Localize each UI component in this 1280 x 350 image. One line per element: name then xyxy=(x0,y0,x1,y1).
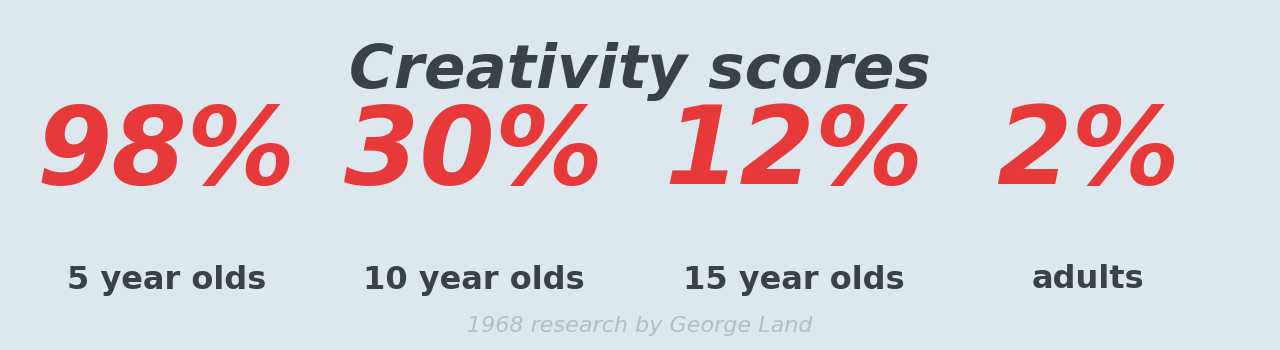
Text: 2%: 2% xyxy=(996,101,1180,207)
Text: 15 year olds: 15 year olds xyxy=(682,265,905,295)
Text: 5 year olds: 5 year olds xyxy=(67,265,266,295)
Text: adults: adults xyxy=(1032,265,1144,295)
Text: 1968 research by George Land: 1968 research by George Land xyxy=(467,315,813,336)
Text: 10 year olds: 10 year olds xyxy=(362,265,585,295)
Text: 98%: 98% xyxy=(37,101,296,207)
Text: 30%: 30% xyxy=(344,101,603,207)
Text: Creativity scores: Creativity scores xyxy=(349,42,931,101)
Text: 12%: 12% xyxy=(664,101,923,207)
